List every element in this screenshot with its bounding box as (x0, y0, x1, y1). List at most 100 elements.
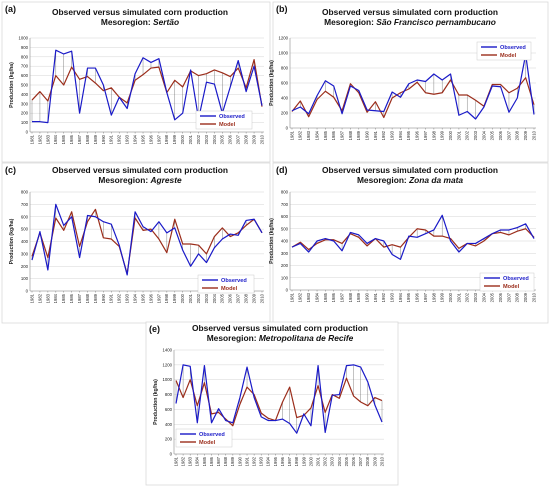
x-tick-label: 2009 (523, 130, 528, 140)
y-tick-label: 700 (21, 202, 29, 207)
y-tick-label: 800 (21, 190, 29, 195)
x-tick-label: 1984 (53, 293, 58, 303)
x-tick-label: 1992 (252, 456, 257, 466)
x-tick-label: 1985 (202, 456, 207, 466)
x-tick-label: 1991 (373, 130, 378, 140)
legend: Observed Model (197, 274, 255, 294)
x-tick-label: 1988 (223, 456, 228, 466)
x-tick-label: 1981 (289, 292, 294, 302)
chart-title: Observed versus simulated corn productio… (322, 165, 498, 175)
y-tick-label: 300 (21, 101, 29, 106)
y-axis-label: Production (kg/ha) (9, 62, 15, 108)
legend: Observed Model (479, 272, 535, 292)
x-tick-label: 2004 (337, 456, 342, 466)
subtitle-prefix: Mesoregion: (101, 17, 153, 27)
y-tick-label: 1200 (278, 36, 288, 41)
y-tick-label: 600 (21, 73, 29, 78)
legend: Observed Model (476, 41, 532, 61)
y-tick-label: 600 (281, 81, 289, 86)
x-tick-label: 2002 (196, 293, 201, 303)
x-tick-label: 1992 (381, 292, 386, 302)
x-tick-label: 1994 (398, 130, 403, 140)
series-line-observed (291, 214, 535, 260)
series-line-observed (31, 203, 263, 276)
y-tick-label: 100 (21, 276, 29, 281)
x-tick-label: 1990 (365, 130, 370, 140)
y-tick-label: 500 (21, 83, 29, 88)
y-tick-label: 400 (281, 96, 289, 101)
x-tick-label: 2008 (244, 293, 249, 303)
x-tick-label: 2005 (490, 292, 495, 302)
panel-frame (272, 1, 549, 163)
y-tick-label: 200 (281, 111, 289, 116)
x-tick-label: 2000 (448, 292, 453, 302)
x-tick-label: 1982 (181, 456, 186, 466)
y-axis-label: Production (kg/ha) (9, 218, 15, 264)
x-tick-label: 2001 (188, 293, 193, 303)
chart-title: Observed versus simulated corn productio… (192, 323, 368, 333)
chart-panel-b: (b) Observed versus simulated corn produc… (269, 1, 549, 163)
x-tick-label: 1996 (415, 292, 420, 302)
x-tick-label: 2000 (448, 130, 453, 140)
x-tick-label: 2005 (220, 134, 225, 144)
x-tick-label: 2008 (365, 456, 370, 466)
x-tick-label: 2003 (473, 130, 478, 140)
x-tick-label: 1986 (69, 293, 74, 303)
y-tick-label: 600 (21, 214, 29, 219)
x-tick-label: 1992 (381, 130, 386, 140)
x-tick-label: 2005 (220, 293, 225, 303)
x-tick-label: 1981 (29, 293, 34, 303)
series-line-model (291, 77, 535, 119)
subtitle-prefix: Mesoregion: (324, 17, 376, 27)
x-tick-label: 2008 (244, 134, 249, 144)
legend-label: Observed (199, 432, 225, 438)
x-tick-label: 1997 (423, 292, 428, 302)
x-tick-label: 1999 (440, 130, 445, 140)
y-tick-label: 500 (281, 226, 289, 231)
x-tick-label: 1983 (188, 456, 193, 466)
x-tick-label: 1983 (45, 293, 50, 303)
x-tick-label: 2004 (481, 130, 486, 140)
x-tick-label: 1985 (323, 130, 328, 140)
x-tick-label: 2008 (515, 130, 520, 140)
x-tick-label: 1986 (331, 292, 336, 302)
subtitle-prefix: Mesoregion: (98, 175, 150, 185)
x-tick-label: 1987 (339, 292, 344, 302)
subtitle-region: Agreste (149, 175, 182, 185)
subtitle-prefix: Mesoregion: (207, 333, 259, 343)
x-tick-label: 1999 (172, 293, 177, 303)
y-tick-label: 700 (21, 64, 29, 69)
x-tick-label: 1988 (85, 293, 90, 303)
legend-label: Observed (500, 45, 526, 51)
legend-label: Model (219, 122, 236, 128)
panel-letter: (a) (5, 4, 16, 14)
x-tick-label: 1992 (117, 134, 122, 144)
x-tick-label: 2002 (323, 456, 328, 466)
y-tick-label: 100 (281, 275, 289, 280)
x-tick-label: 2009 (372, 456, 377, 466)
y-tick-label: 400 (165, 422, 173, 427)
x-tick-label: 1989 (230, 456, 235, 466)
x-tick-label: 1997 (156, 293, 161, 303)
x-tick-label: 1991 (109, 134, 114, 144)
x-tick-label: 1990 (237, 456, 242, 466)
x-tick-label: 1998 (164, 293, 169, 303)
y-tick-label: 0 (170, 452, 173, 457)
chart-subtitle: Mesoregion: Agreste (98, 175, 182, 185)
panel-letter: (b) (276, 4, 288, 14)
y-tick-label: 200 (21, 264, 29, 269)
panel-frame (145, 321, 399, 486)
y-tick-label: 600 (281, 214, 289, 219)
y-tick-label: 200 (281, 263, 289, 268)
y-axis-label: Production (kg/ha) (269, 60, 275, 106)
x-tick-label: 1981 (289, 130, 294, 140)
x-tick-label: 1989 (93, 134, 98, 144)
chart-title: Observed versus simulated corn productio… (322, 7, 498, 17)
x-tick-label: 1991 (109, 293, 114, 303)
x-tick-label: 1998 (431, 130, 436, 140)
x-tick-label: 1986 (69, 134, 74, 144)
y-tick-label: 200 (21, 111, 29, 116)
series-line-observed (291, 53, 535, 120)
legend: Observed Model (175, 428, 233, 448)
x-tick-label: 1984 (53, 134, 58, 144)
